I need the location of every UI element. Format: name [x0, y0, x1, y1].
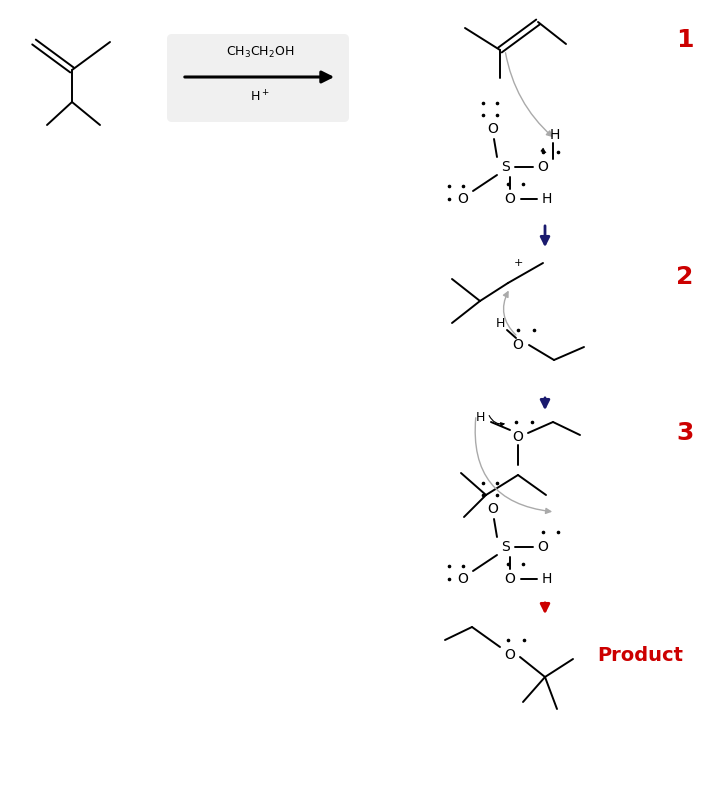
- Text: S: S: [500, 540, 509, 554]
- FancyBboxPatch shape: [167, 34, 349, 122]
- Text: CH$_3$CH$_2$OH: CH$_3$CH$_2$OH: [226, 44, 294, 60]
- Text: O: O: [538, 160, 549, 174]
- Text: O: O: [458, 572, 469, 586]
- Text: O: O: [513, 338, 523, 352]
- Text: H: H: [541, 572, 552, 586]
- Text: 2: 2: [676, 265, 694, 289]
- Text: 1: 1: [676, 28, 694, 52]
- Text: H: H: [541, 192, 552, 206]
- Text: Product: Product: [597, 646, 683, 664]
- Text: O: O: [513, 430, 523, 444]
- Text: O: O: [505, 648, 516, 662]
- Text: O: O: [505, 572, 516, 586]
- Text: O: O: [538, 540, 549, 554]
- Text: H: H: [550, 128, 560, 142]
- Text: H$^+$: H$^+$: [250, 89, 270, 105]
- Text: O: O: [487, 122, 498, 136]
- Text: H: H: [495, 316, 505, 329]
- Text: O: O: [505, 192, 516, 206]
- Text: H: H: [475, 411, 485, 423]
- Text: 3: 3: [676, 421, 694, 445]
- Text: S: S: [500, 160, 509, 174]
- Text: O: O: [487, 502, 498, 516]
- Text: +: +: [513, 258, 523, 268]
- Text: O: O: [458, 192, 469, 206]
